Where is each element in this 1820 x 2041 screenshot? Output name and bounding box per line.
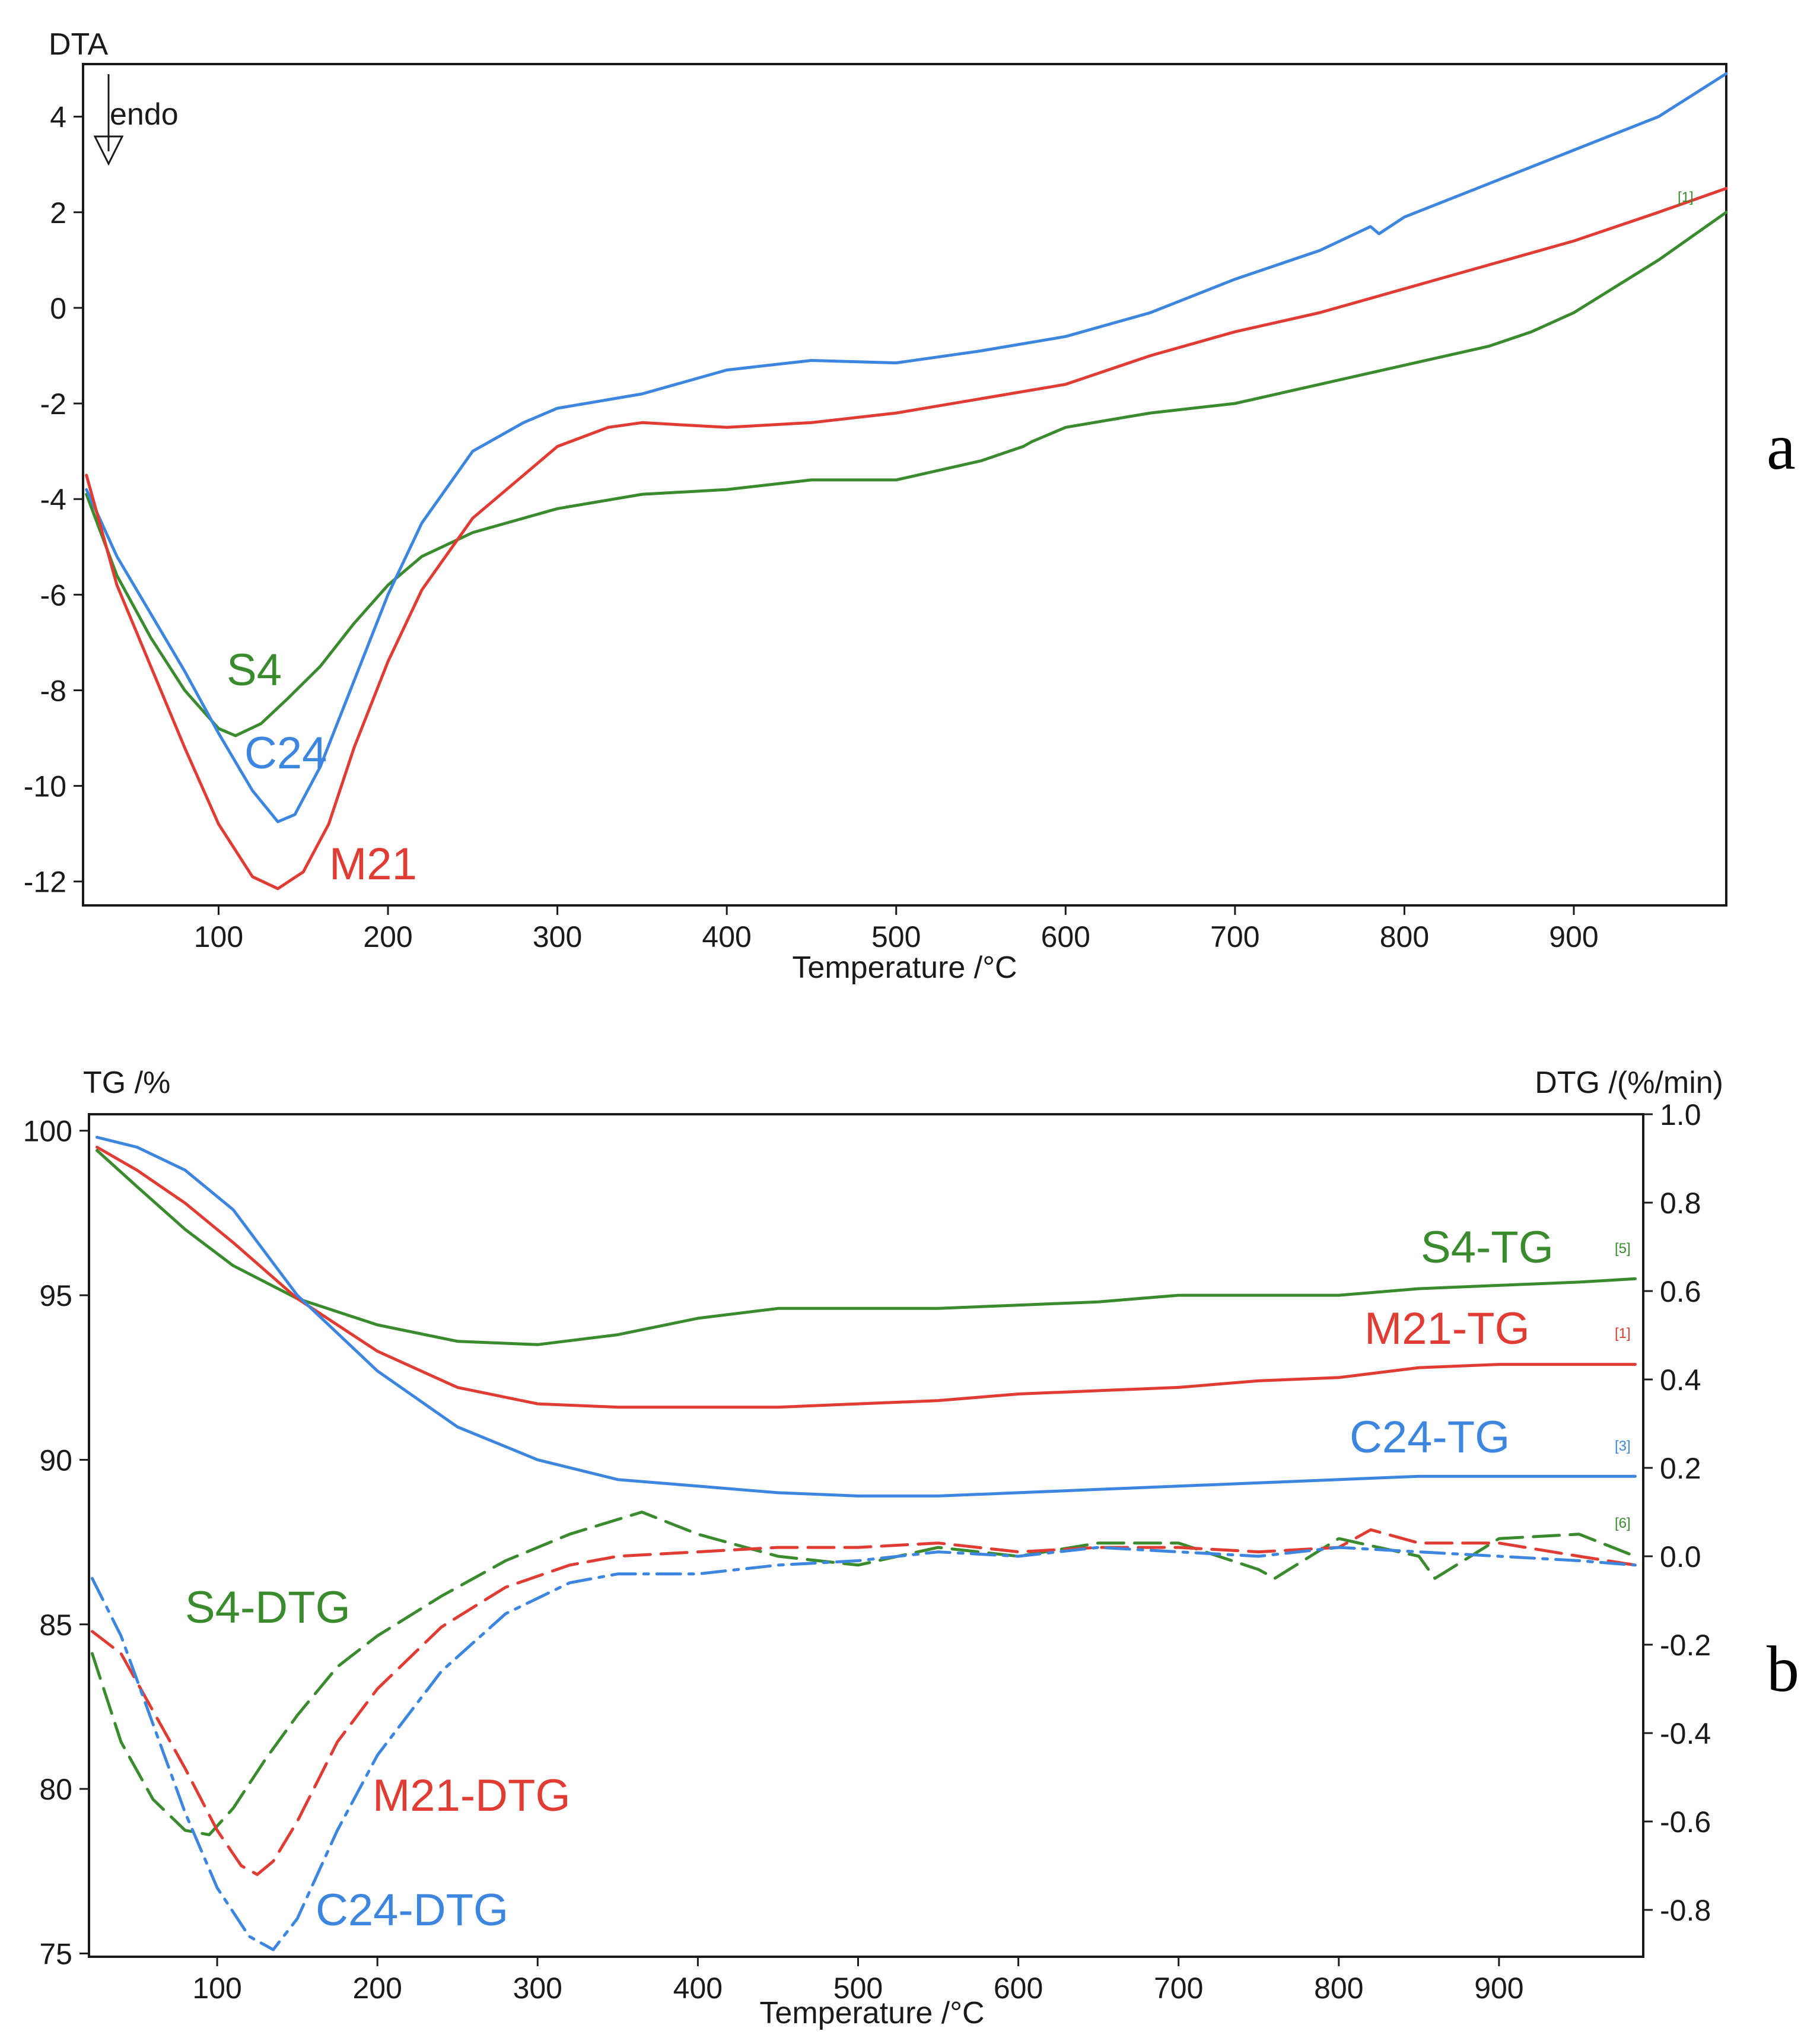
series-label-m21-tg: M21-TG <box>1364 1304 1530 1354</box>
x-axis-title-b: Temperature /°C <box>759 1996 984 2030</box>
b-y2tick-label-0.2: 0.2 <box>1660 1452 1701 1485</box>
y-axis-title-b: TG /% <box>83 1066 170 1100</box>
b-xtick-label-300: 300 <box>513 1972 562 2005</box>
b-y2tick-label--0.8: -0.8 <box>1660 1894 1711 1927</box>
a-xtick-label-400: 400 <box>702 920 751 953</box>
b-y2tick-label-0: 0.0 <box>1660 1540 1701 1573</box>
a-ytick-label-0: 0 <box>50 292 66 325</box>
series-line-m21-tg <box>96 1146 1637 1409</box>
series-line-c24-tg <box>96 1136 1637 1498</box>
a-ytick-label-4: 4 <box>50 101 66 134</box>
x-axis-b: 100 200 300 400 500 600 700 800 900 <box>192 1957 1524 2005</box>
b-ytick-label-75: 75 <box>39 1937 72 1970</box>
a-ytick-label--10: -10 <box>24 770 66 803</box>
series-line-m21 <box>85 187 1728 891</box>
b-y2tick-label-1: 1.0 <box>1660 1098 1701 1131</box>
series-lines-a <box>85 72 1728 891</box>
y-axis-title-a: DTA <box>49 27 108 62</box>
a-ytick-label--8: -8 <box>40 674 66 707</box>
b-y2tick-label--0.4: -0.4 <box>1660 1717 1711 1750</box>
b-xtick-label-200: 200 <box>352 1972 402 2005</box>
b-xtick-label-900: 900 <box>1474 1972 1523 2005</box>
end-marker-c24-tg: [3] <box>1615 1438 1631 1454</box>
a-xtick-label-500: 500 <box>871 920 921 953</box>
end-marker-a: [1] <box>1678 189 1694 205</box>
b-y2tick-label-0.8: 0.8 <box>1660 1187 1701 1220</box>
a-ytick-label--4: -4 <box>40 483 66 516</box>
a-xtick-label-600: 600 <box>1041 920 1090 953</box>
panel-a-dta-chart: 100 200 300 400 500 600 700 800 900 4 2 0 -2 -4 -6 -8 -… <box>24 27 1796 985</box>
series-label-c24-dtg: C24-DTG <box>316 1885 508 1935</box>
series-lines-b <box>90 1136 1637 1951</box>
series-label-m21: M21 <box>329 839 417 889</box>
b-ytick-label-100: 100 <box>23 1115 72 1148</box>
y-axis-right-b: 1.0 0.8 0.6 0.4 0.2 0.0 -0.2 -0.4 -0.6 -0.8 <box>1643 1098 1711 1927</box>
end-marker-s4-dtg: [6] <box>1615 1515 1631 1531</box>
b-xtick-label-400: 400 <box>673 1972 723 2005</box>
series-label-c24-tg: C24-TG <box>1350 1412 1510 1463</box>
x-axis-title-a: Temperature /°C <box>792 950 1017 985</box>
panel-b-tg-dtg-chart: 100 200 300 400 500 600 700 800 900 100 95 90 85 80 7… <box>23 1066 1799 2030</box>
b-y2tick-label-0.4: 0.4 <box>1660 1363 1701 1397</box>
end-marker-s4-tg: [5] <box>1615 1241 1631 1257</box>
y-axis-left-b: 100 95 90 85 80 75 <box>23 1115 89 1970</box>
a-xtick-label-300: 300 <box>533 920 582 953</box>
b-y2tick-label--0.2: -0.2 <box>1660 1629 1711 1662</box>
endo-annotation: endo <box>110 97 179 132</box>
series-line-c24-dtg <box>90 1546 1637 1951</box>
series-label-c24: C24 <box>244 728 327 778</box>
b-xtick-label-500: 500 <box>833 1972 883 2005</box>
series-line-s4-tg <box>96 1149 1637 1346</box>
y2-axis-title-b: DTG /(%/min) <box>1535 1066 1723 1100</box>
a-xtick-label-700: 700 <box>1210 920 1259 953</box>
b-y2tick-label-0.6: 0.6 <box>1660 1275 1701 1308</box>
a-xtick-label-900: 900 <box>1549 920 1598 953</box>
panel-label-b: b <box>1767 1633 1799 1705</box>
b-xtick-label-700: 700 <box>1154 1972 1203 2005</box>
b-xtick-label-100: 100 <box>192 1972 241 2005</box>
a-ytick-label--12: -12 <box>24 866 66 899</box>
endo-arrow-icon <box>93 74 124 166</box>
panel-label-a: a <box>1767 411 1796 483</box>
end-marker-m21-tg: [1] <box>1615 1325 1631 1341</box>
plot-frame-a <box>82 63 1727 907</box>
series-line-m21-dtg <box>90 1528 1637 1876</box>
series-label-s4-tg: S4-TG <box>1421 1222 1554 1273</box>
b-xtick-label-600: 600 <box>994 1972 1043 2005</box>
series-line-c24 <box>85 72 1728 824</box>
series-label-m21-dtg: M21-DTG <box>373 1770 571 1821</box>
series-line-s4-dtg <box>90 1511 1637 1836</box>
b-ytick-label-80: 80 <box>39 1773 72 1806</box>
a-ytick-label--6: -6 <box>40 578 66 612</box>
series-line-s4 <box>85 211 1728 737</box>
b-ytick-label-90: 90 <box>39 1444 72 1477</box>
a-ytick-label-2: 2 <box>50 196 66 230</box>
series-label-s4: S4 <box>227 645 282 695</box>
a-ytick-label--2: -2 <box>40 387 66 421</box>
x-axis-a: 100 200 300 400 500 600 700 800 900 <box>194 905 1599 953</box>
a-xtick-label-200: 200 <box>363 920 412 953</box>
y-axis-a: 4 2 0 -2 -4 -6 -8 -10 -12 <box>24 101 83 899</box>
b-xtick-label-800: 800 <box>1314 1972 1363 2005</box>
plot-frame-b <box>88 1113 1644 1958</box>
b-ytick-label-95: 95 <box>39 1279 72 1312</box>
b-y2tick-label--0.6: -0.6 <box>1660 1805 1711 1839</box>
a-xtick-label-100: 100 <box>194 920 243 953</box>
a-xtick-label-800: 800 <box>1380 920 1429 953</box>
series-label-s4-dtg: S4-DTG <box>185 1582 351 1633</box>
b-ytick-label-85: 85 <box>39 1608 72 1642</box>
